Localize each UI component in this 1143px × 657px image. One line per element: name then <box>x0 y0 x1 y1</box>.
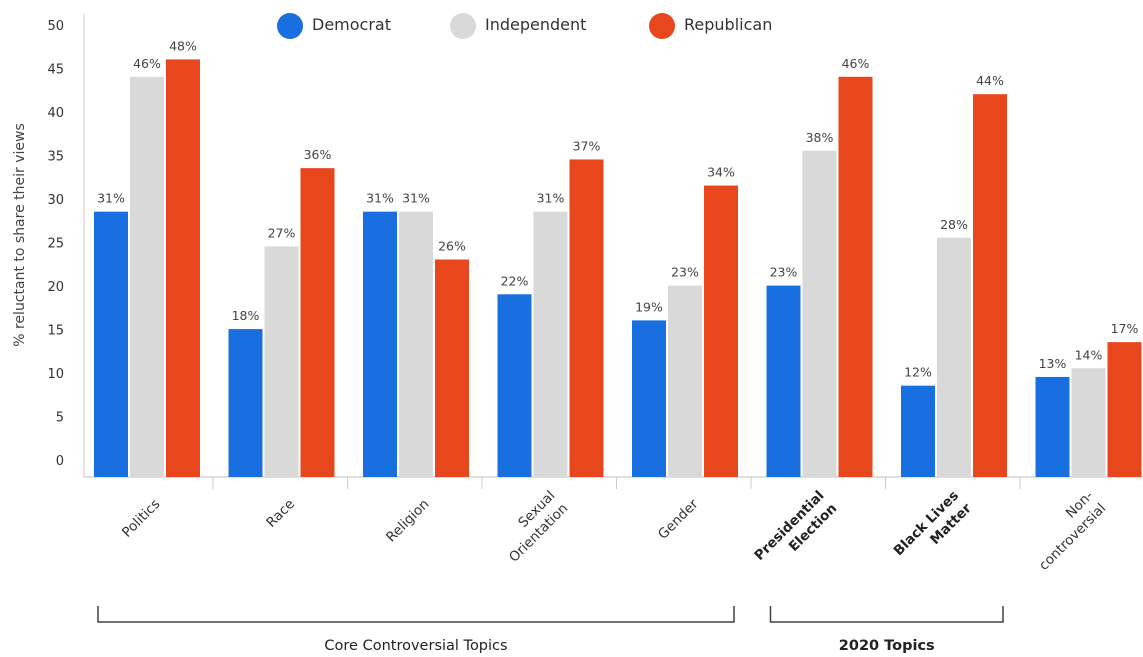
x-category-label-line: Race <box>263 496 298 531</box>
bar-value-label: 23% <box>671 265 699 280</box>
bar-value-label: 28% <box>940 217 968 232</box>
bar-independent <box>802 150 837 477</box>
bar-republican <box>973 94 1007 477</box>
bar-democrat <box>363 211 397 477</box>
chart-group-brackets: Core Controversial Topics 2020 Topics <box>97 606 1004 654</box>
legend-label-republican: Republican <box>684 15 772 34</box>
x-category-label: Non-controversial <box>1023 488 1109 574</box>
group-bracket <box>97 606 735 623</box>
bar-value-label: 13% <box>1039 356 1067 371</box>
bar-value-label: 14% <box>1075 347 1103 362</box>
bar-value-label: 23% <box>770 265 798 280</box>
legend-label-democrat: Democrat <box>312 15 391 34</box>
bar-value-label: 48% <box>169 38 197 53</box>
legend-label-independent: Independent <box>485 15 586 34</box>
chart-category-labels: Politics Race Religion SexualOrientation Gen… <box>119 487 1109 577</box>
y-tick-label: 35 <box>47 150 64 165</box>
bar-value-label: 38% <box>806 130 834 145</box>
bar-democrat <box>766 285 801 477</box>
bar-independent <box>937 237 971 477</box>
chart-value-labels: 31% 46% 48% 18% 27% 36% 31% 31% 26% 22% 31% 37% 19% 2… <box>97 38 1138 379</box>
x-category-label: PresidentialElection <box>751 488 840 577</box>
bar-independent <box>399 211 433 477</box>
x-category-label-line: Religion <box>383 496 432 545</box>
bar-republican <box>435 259 469 477</box>
bar-republican <box>166 59 200 478</box>
bar-value-label: 31% <box>366 191 394 206</box>
bar-independent <box>130 76 164 478</box>
bar-democrat <box>228 329 263 477</box>
bar-value-label: 44% <box>976 73 1004 88</box>
bar-republican <box>300 168 335 477</box>
x-category-label-line: Gender <box>655 496 702 543</box>
y-tick-label: 30 <box>47 193 64 208</box>
y-tick-label: 5 <box>56 411 64 426</box>
bar-value-label: 19% <box>635 299 663 314</box>
bar-independent <box>1071 368 1106 477</box>
x-category-label: Gender <box>655 496 702 543</box>
bar-independent <box>668 285 702 477</box>
bar-value-label: 31% <box>402 191 430 206</box>
bar-value-label: 31% <box>97 191 125 206</box>
chart-bars <box>94 59 1142 478</box>
bar-value-label: 34% <box>707 165 735 180</box>
group-bracket <box>769 606 1004 623</box>
bar-value-label: 22% <box>501 273 529 288</box>
bar-value-label: 27% <box>268 225 296 240</box>
y-tick-label: 10 <box>47 367 64 382</box>
bar-republican <box>838 76 873 478</box>
y-tick-label: 15 <box>47 324 64 339</box>
x-category-label: SexualOrientation <box>493 488 571 566</box>
y-tick-label: 20 <box>47 280 64 295</box>
bar-value-label: 36% <box>304 147 332 162</box>
y-tick-label: 40 <box>47 106 64 121</box>
bar-republican <box>1107 342 1142 477</box>
bar-value-label: 18% <box>232 308 260 323</box>
bar-republican <box>569 159 604 477</box>
bar-republican <box>704 185 738 478</box>
x-category-label: Race <box>263 496 298 531</box>
bar-democrat <box>1035 376 1070 477</box>
bar-independent <box>264 246 299 477</box>
x-category-label: Religion <box>383 496 432 545</box>
bar-independent <box>533 211 568 477</box>
bar-value-label: 46% <box>842 56 870 71</box>
legend-swatch-republican <box>649 13 675 39</box>
bar-value-label: 17% <box>1111 321 1139 336</box>
x-category-label: Politics <box>119 496 163 540</box>
x-category-label: Black LivesMatter <box>891 487 975 571</box>
legend-swatch-independent <box>450 13 476 39</box>
x-category-label-line: Politics <box>119 496 163 540</box>
bar-value-label: 37% <box>573 138 601 153</box>
bar-democrat <box>632 320 666 477</box>
bar-value-label: 26% <box>438 239 466 254</box>
group-label: Core Controversial Topics <box>324 638 507 654</box>
y-axis-label: % reluctant to share their views <box>12 123 28 347</box>
chart-legend: Democrat Independent Republican <box>277 13 772 39</box>
y-tick-label: 50 <box>47 19 64 34</box>
bar-democrat <box>901 385 935 477</box>
y-tick-label: 45 <box>47 63 64 78</box>
bar-value-label: 46% <box>133 56 161 71</box>
group-label: 2020 Topics <box>839 638 935 654</box>
y-tick-label: 25 <box>47 237 64 252</box>
bar-value-label: 12% <box>904 365 932 380</box>
y-tick-label: 0 <box>56 454 64 469</box>
bar-democrat <box>497 294 532 477</box>
bar-value-label: 31% <box>537 191 565 206</box>
bar-democrat <box>94 211 128 477</box>
legend-swatch-democrat <box>277 13 303 39</box>
